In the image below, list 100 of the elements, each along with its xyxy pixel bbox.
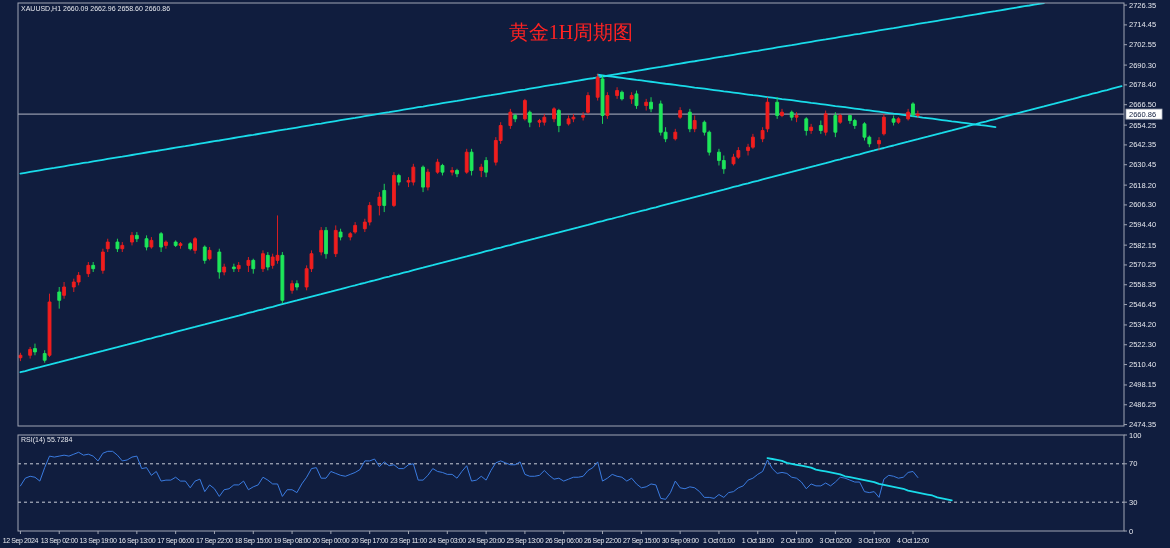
candlestick — [523, 98, 527, 121]
candlestick — [33, 343, 37, 356]
candlestick — [207, 246, 212, 261]
candlestick — [760, 126, 765, 143]
candlestick — [620, 90, 624, 101]
candlestick — [911, 101, 915, 118]
candlestick — [246, 256, 251, 273]
candlestick — [581, 111, 586, 121]
candlestick — [338, 228, 343, 241]
candlestick — [159, 231, 164, 253]
candlestick — [818, 120, 823, 135]
candlestick — [202, 244, 207, 265]
candlestick — [479, 163, 484, 178]
candlestick — [775, 96, 780, 120]
candlestick — [396, 173, 401, 186]
candlestick — [508, 108, 513, 130]
candlestick — [392, 171, 396, 208]
candlestick — [91, 261, 96, 273]
candlestick — [164, 239, 168, 250]
candlestick — [537, 118, 542, 128]
candlestick — [178, 241, 183, 250]
candlestick — [377, 191, 382, 216]
candlestick — [261, 249, 265, 273]
candlestick — [780, 108, 784, 118]
candlestick — [193, 236, 197, 255]
candlestick — [765, 96, 770, 133]
candlestick — [57, 286, 62, 310]
line-series — [766, 457, 953, 502]
candlestick — [552, 106, 556, 123]
candlestick — [556, 108, 561, 133]
candlestick — [353, 221, 358, 235]
candlestick — [634, 90, 639, 110]
candlestick — [86, 261, 91, 278]
candlestick — [222, 263, 227, 276]
candlestick — [896, 116, 901, 125]
candlestick — [236, 261, 241, 273]
candlestick — [280, 251, 285, 305]
candlestick — [877, 136, 881, 151]
text: 黄金1H周期图 — [508, 21, 634, 43]
candlestick — [290, 279, 294, 295]
candlestick — [42, 349, 47, 364]
candlestick — [62, 281, 66, 300]
candlestick — [891, 115, 896, 126]
candlestick — [217, 248, 222, 280]
candlestick — [425, 168, 430, 191]
candlestick — [120, 241, 125, 253]
candlestick — [673, 128, 678, 141]
candlestick — [295, 279, 299, 291]
candlestick — [421, 165, 425, 193]
candlestick — [906, 108, 911, 121]
candlestick — [115, 238, 120, 253]
candlestick — [188, 241, 193, 251]
candlestick — [265, 251, 270, 271]
candlestick — [823, 110, 828, 136]
candlestick — [809, 123, 814, 135]
candlestick — [527, 110, 532, 128]
candlestick — [231, 263, 236, 273]
candlestick — [586, 91, 590, 115]
candlestick — [678, 106, 683, 120]
candlestick — [319, 226, 324, 256]
candlestick — [149, 236, 154, 250]
candlestick — [134, 231, 139, 243]
candlestick — [794, 111, 799, 123]
candlestick — [513, 113, 518, 123]
candlestick — [47, 293, 52, 358]
candlestick — [687, 108, 692, 133]
candlestick — [600, 75, 605, 125]
candlestick — [435, 158, 440, 175]
candlestick — [915, 110, 920, 119]
candlestick — [644, 98, 649, 111]
candlestick — [130, 231, 134, 246]
candlestick — [173, 239, 178, 248]
candlestick — [18, 352, 23, 362]
candlestick — [838, 113, 843, 125]
candlestick — [833, 111, 838, 138]
candlestick — [144, 234, 149, 251]
candlestick — [615, 86, 619, 100]
candlestick — [649, 96, 653, 113]
candlestick — [464, 148, 469, 175]
candlestick — [629, 91, 634, 105]
candlestick — [333, 224, 338, 258]
candlestick — [881, 113, 886, 136]
candlestick — [440, 163, 445, 176]
candlestick — [100, 248, 105, 275]
candlestick — [28, 346, 33, 360]
candlestick — [852, 118, 857, 130]
candlestick — [595, 73, 600, 101]
line-series — [19, 450, 919, 500]
candlestick — [251, 258, 256, 275]
candlestick — [105, 238, 110, 253]
candlestick — [455, 168, 459, 178]
candlestick — [804, 116, 809, 136]
candlestick — [605, 91, 610, 120]
candlestick — [348, 231, 353, 241]
candlestick — [382, 183, 387, 213]
candlestick — [324, 226, 328, 260]
candlestick — [275, 214, 280, 265]
candlestick — [469, 148, 474, 176]
candlestick — [450, 166, 455, 176]
candlestick — [789, 110, 794, 121]
